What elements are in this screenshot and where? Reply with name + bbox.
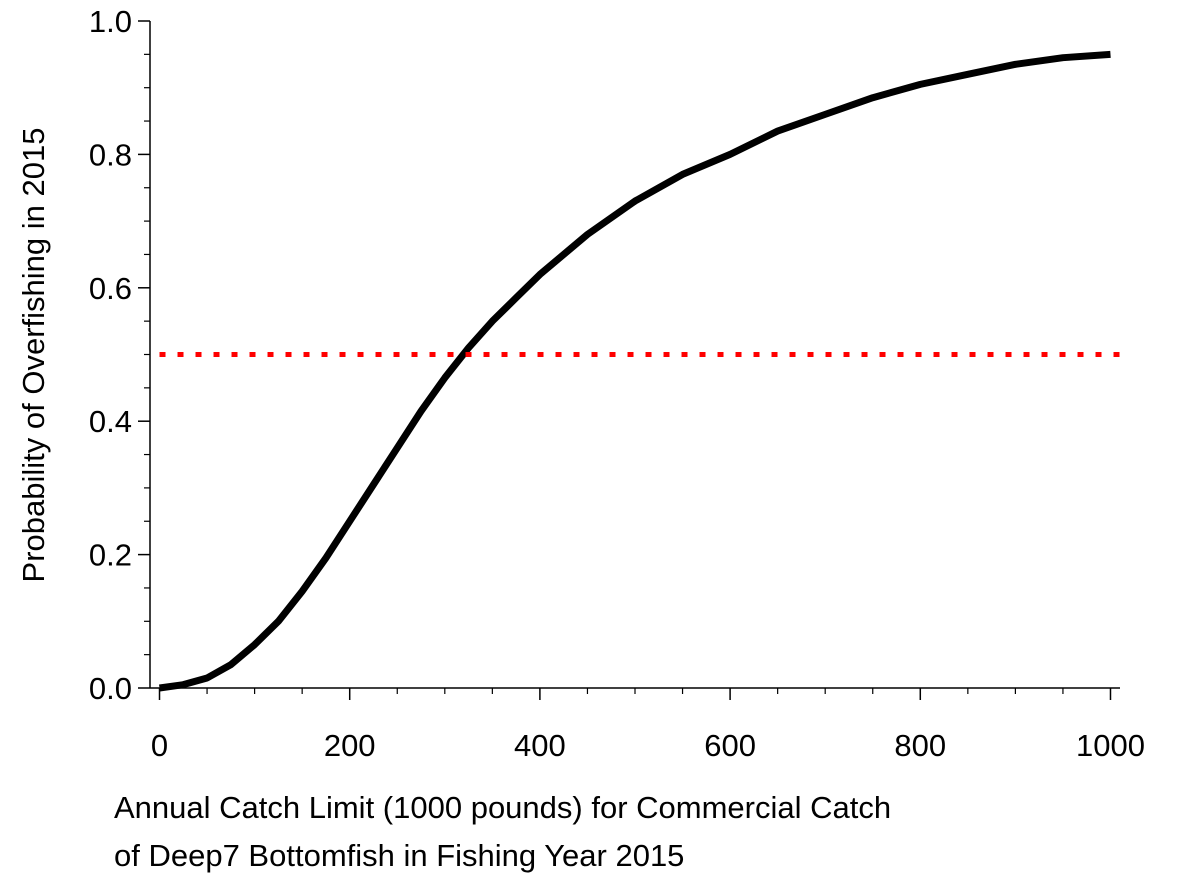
x-axis-label: Annual Catch Limit (1000 pounds) for Com… [114, 790, 891, 825]
y-tick-label: 0.8 [89, 137, 132, 172]
x-tick-label: 0 [151, 728, 168, 763]
x-tick-label: 400 [514, 728, 566, 763]
y-tick-label: 0.4 [89, 404, 132, 439]
y-axis-label: Probability of Overfishing in 2015 [16, 128, 51, 583]
x-tick-label: 200 [324, 728, 376, 763]
x-tick-label: 1000 [1076, 728, 1145, 763]
y-tick-label: 0.6 [89, 271, 132, 306]
y-tick-label: 1.0 [89, 4, 132, 39]
y-tick-label: 0.0 [89, 671, 132, 706]
x-tick-label: 800 [894, 728, 946, 763]
y-tick-label: 0.2 [89, 538, 132, 573]
data-line [159, 50, 1111, 692]
x-axis-label: of Deep7 Bottomfish in Fishing Year 2015 [114, 838, 684, 873]
x-tick-label: 600 [704, 728, 756, 763]
